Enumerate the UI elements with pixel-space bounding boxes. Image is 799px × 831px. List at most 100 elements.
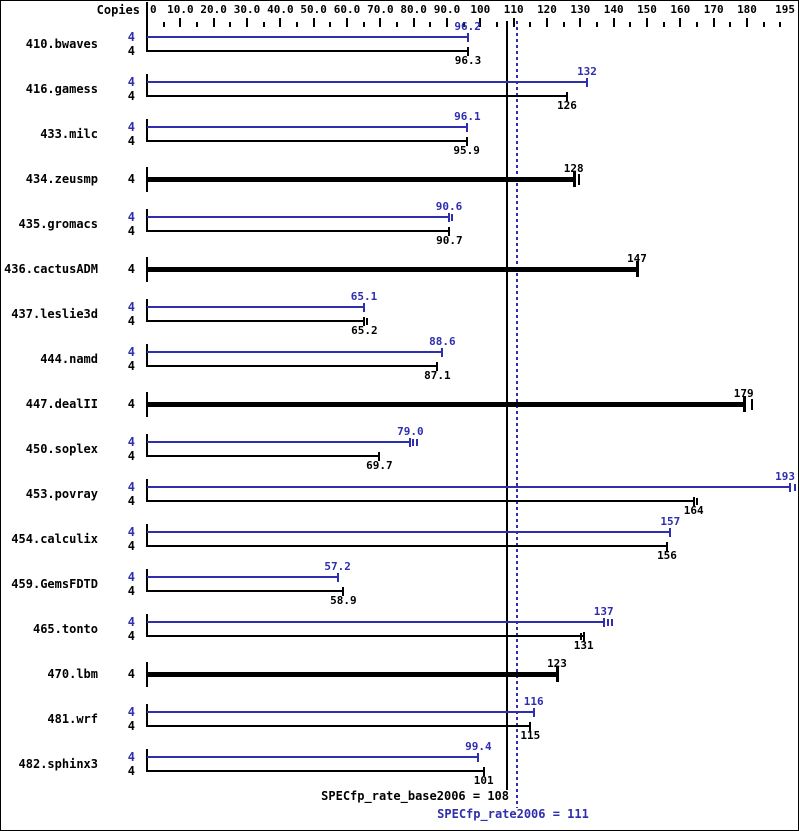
axis-major-tick: [712, 18, 715, 27]
peak-value-label: 96.1: [454, 110, 481, 123]
base-value-label: 164: [683, 504, 704, 517]
axis-minor-tick: [229, 22, 232, 27]
base-value-label: 123: [547, 657, 567, 670]
base-copies-value: 4: [127, 44, 135, 58]
axis-row-segment: [146, 299, 148, 322]
copies-column-header: Copies: [96, 3, 140, 17]
axis-tick-label: 50.0: [300, 3, 327, 16]
peak-bar-end-cap: [466, 33, 469, 42]
axis-major-tick: [612, 18, 615, 27]
base-value-label: 69.7: [366, 459, 393, 472]
axis-tick-label: 195: [775, 3, 795, 16]
peak-bar-end-cap: [602, 618, 605, 627]
benchmark-name: 437.leslie3d: [11, 307, 98, 321]
bar-end-cap: [636, 261, 639, 277]
run-mark: [578, 174, 581, 185]
peak-value-label: 99.4: [465, 740, 492, 753]
peak-copies-value: 4: [127, 525, 135, 539]
peak-copies-value: 4: [127, 210, 135, 224]
base-value-label: 58.9: [330, 594, 357, 607]
base-bar-end-cap: [363, 317, 366, 326]
base-bar-end-cap: [378, 452, 381, 461]
base-peak-bar: [147, 672, 557, 677]
base-value-label: 179: [733, 387, 754, 400]
axis-tick-label: 120: [537, 3, 557, 16]
peak-bar: [147, 216, 449, 218]
peak-bar-end-cap: [669, 528, 672, 537]
axis-minor-tick: [779, 22, 782, 27]
benchmark-name: 459.GemsFDTD: [11, 577, 98, 591]
axis-minor-tick: [362, 22, 365, 27]
base-bar-end-cap: [448, 227, 451, 236]
base-bar: [147, 725, 531, 727]
benchmark-name: 447.dealII: [25, 397, 98, 411]
peak-bar: [147, 36, 468, 38]
base-bar-end-cap: [482, 767, 485, 776]
benchmark-name: 481.wrf: [47, 712, 98, 726]
peak-copies-value: 4: [127, 435, 135, 449]
peak-bar: [147, 351, 443, 353]
benchmark-name: 410.bwaves: [25, 37, 98, 51]
base-bar-end-cap: [529, 722, 532, 731]
axis-tick-label: 90.0: [433, 3, 461, 16]
benchmark-name: 465.tonto: [32, 622, 98, 636]
axis-row-segment: [146, 524, 148, 547]
axis-minor-tick: [729, 22, 732, 27]
base-run-mark: [366, 318, 369, 325]
benchmark-name: 470.lbm: [47, 667, 98, 681]
axis-minor-tick: [696, 22, 698, 27]
axis-tick-label: 130: [570, 3, 591, 16]
base-bar-end-cap: [436, 362, 439, 371]
peak-copies-value: 4: [127, 705, 135, 719]
peak-run-mark: [793, 484, 796, 491]
peak-copies-value: 4: [127, 750, 135, 764]
base-bar-end-cap: [692, 497, 695, 506]
base-copies-value: 4: [127, 314, 135, 328]
peak-bar: [147, 81, 587, 83]
bar-end-cap: [742, 396, 746, 412]
peak-value-label: 57.2: [324, 560, 351, 573]
base-bar: [147, 230, 450, 232]
base-value-label: 90.7: [436, 234, 463, 247]
peak-bar: [147, 306, 364, 308]
axis-minor-tick: [162, 22, 165, 27]
axis-tick-label: 140: [603, 3, 624, 16]
peak-bar-end-cap: [789, 483, 792, 492]
base-copies-value: 4: [127, 224, 135, 238]
base-value-label: 95.9: [453, 144, 480, 157]
base-bar-end-cap: [342, 587, 345, 596]
copies-value: 4: [127, 397, 135, 411]
peak-bar-end-cap: [466, 123, 469, 132]
peak-value-label: 193: [775, 470, 795, 483]
axis-major-tick: [579, 18, 582, 27]
axis-row-segment: [146, 344, 148, 367]
peak-value-label: 132: [577, 65, 597, 78]
peak-value-label: 90.6: [435, 200, 463, 213]
peak-bar: [147, 126, 468, 128]
axis-major-tick: [179, 18, 182, 27]
axis-tick-label: 60.0: [333, 3, 361, 16]
axis-row-segment: [146, 704, 148, 727]
peak-value-label: 137: [593, 605, 614, 618]
peak-value-label: 88.6: [429, 335, 456, 348]
benchmark-name: 434.zeusmp: [25, 172, 98, 186]
peak-bar-end-cap: [586, 78, 588, 87]
axis-tick-label: 160: [670, 3, 691, 16]
axis-row-segment: [146, 119, 148, 142]
axis-minor-tick: [496, 22, 498, 27]
base-bar-end-cap: [582, 632, 585, 641]
base-copies-value: 4: [127, 134, 135, 148]
axis-minor-tick: [662, 22, 665, 27]
peak-bar-end-cap: [363, 303, 365, 312]
peak-value-label: 79.0: [397, 425, 424, 438]
axis-minor-tick: [296, 22, 298, 27]
benchmark-name: 444.namd: [40, 352, 98, 366]
base-value-label: 115: [520, 729, 541, 742]
axis-minor-tick: [629, 22, 632, 27]
axis-row-segment: [146, 569, 148, 592]
base-bar: [147, 635, 584, 637]
base-mean-label: SPECfp_rate_base2006 = 108: [321, 789, 509, 803]
benchmark-name: 450.soplex: [25, 442, 98, 456]
base-copies-value: 4: [127, 719, 135, 733]
